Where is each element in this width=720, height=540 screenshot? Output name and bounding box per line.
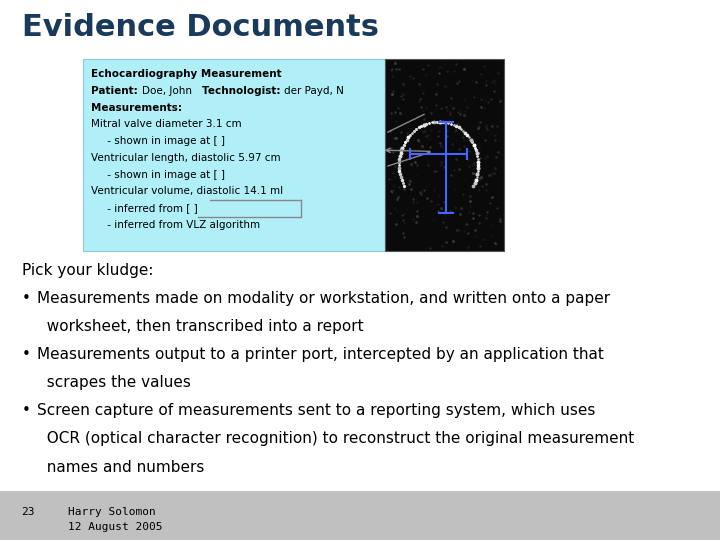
Text: Measurements output to a printer port, intercepted by an application that: Measurements output to a printer port, i…	[37, 347, 604, 362]
Text: Harry Solomon: Harry Solomon	[68, 507, 156, 517]
Text: Measurements:: Measurements:	[91, 103, 182, 113]
Text: OCR (optical character recognition) to reconstruct the original measurement: OCR (optical character recognition) to r…	[37, 431, 635, 447]
Text: - inferred from VLZ algorithm: - inferred from VLZ algorithm	[91, 220, 261, 230]
Bar	[0, 491, 720, 540]
Text: scrapes the values: scrapes the values	[37, 375, 192, 390]
Text: •: •	[22, 403, 30, 418]
Bar	[385, 59, 504, 251]
Text: Evidence Documents: Evidence Documents	[22, 14, 379, 43]
Text: Echocardiography Measurement: Echocardiography Measurement	[91, 69, 282, 79]
Text: Screen capture of measurements sent to a reporting system, which uses: Screen capture of measurements sent to a…	[37, 403, 596, 418]
Text: •: •	[22, 347, 30, 362]
Text: - inferred from [ ]: - inferred from [ ]	[91, 203, 198, 213]
Text: Ventricular length, diastolic 5.97 cm: Ventricular length, diastolic 5.97 cm	[91, 153, 281, 163]
Text: Measurements made on modality or workstation, and written onto a paper: Measurements made on modality or worksta…	[37, 291, 611, 306]
Text: - shown in image at [ ]: - shown in image at [ ]	[91, 136, 225, 146]
Bar	[83, 59, 385, 251]
Text: - shown in image at [ ]: - shown in image at [ ]	[91, 170, 225, 180]
Text: 12 August 2005: 12 August 2005	[68, 522, 163, 532]
Text: Pick your kludge:: Pick your kludge:	[22, 263, 153, 278]
Text: der Payd, N: der Payd, N	[284, 86, 343, 96]
Text: names and numbers: names and numbers	[37, 460, 204, 475]
Text: 23: 23	[22, 507, 35, 517]
Text: Patient:: Patient:	[91, 86, 142, 96]
Text: worksheet, then transcribed into a report: worksheet, then transcribed into a repor…	[37, 319, 364, 334]
Text: Mitral valve diameter 3.1 cm: Mitral valve diameter 3.1 cm	[91, 119, 242, 130]
Text: Doe, John: Doe, John	[142, 86, 202, 96]
Text: Technologist:: Technologist:	[202, 86, 284, 96]
Text: •: •	[22, 291, 30, 306]
Text: Ventricular volume, diastolic 14.1 ml: Ventricular volume, diastolic 14.1 ml	[91, 186, 284, 197]
